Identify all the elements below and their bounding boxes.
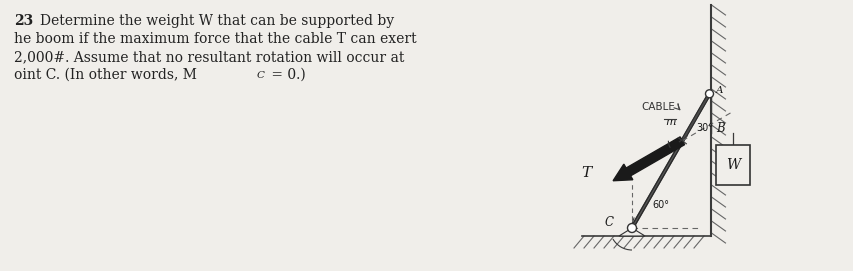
Text: 30°: 30° (695, 123, 712, 133)
Circle shape (627, 224, 635, 233)
Text: Determine the weight W that can be supported by: Determine the weight W that can be suppo… (40, 14, 394, 28)
Text: C: C (604, 217, 613, 230)
Text: A: A (715, 86, 722, 95)
Bar (716, 145, 750, 185)
Circle shape (705, 90, 712, 98)
Text: m: m (664, 117, 675, 127)
Text: 60°: 60° (651, 200, 668, 210)
Polygon shape (625, 137, 684, 176)
Text: W: W (726, 158, 740, 172)
Text: = 0.): = 0.) (267, 68, 305, 82)
Text: T: T (580, 166, 590, 180)
Text: 23: 23 (14, 14, 33, 28)
Text: oint C. (In other words, M: oint C. (In other words, M (14, 68, 197, 82)
Polygon shape (630, 92, 711, 229)
Text: 2,000#. Assume that no resultant rotation will occur at: 2,000#. Assume that no resultant rotatio… (14, 50, 404, 64)
Text: B: B (716, 121, 724, 134)
Text: CABLE: CABLE (641, 102, 674, 112)
Polygon shape (612, 164, 632, 181)
Polygon shape (618, 228, 644, 236)
Text: C: C (257, 71, 264, 80)
Text: he boom if the maximum force that the cable T can exert: he boom if the maximum force that the ca… (14, 32, 416, 46)
